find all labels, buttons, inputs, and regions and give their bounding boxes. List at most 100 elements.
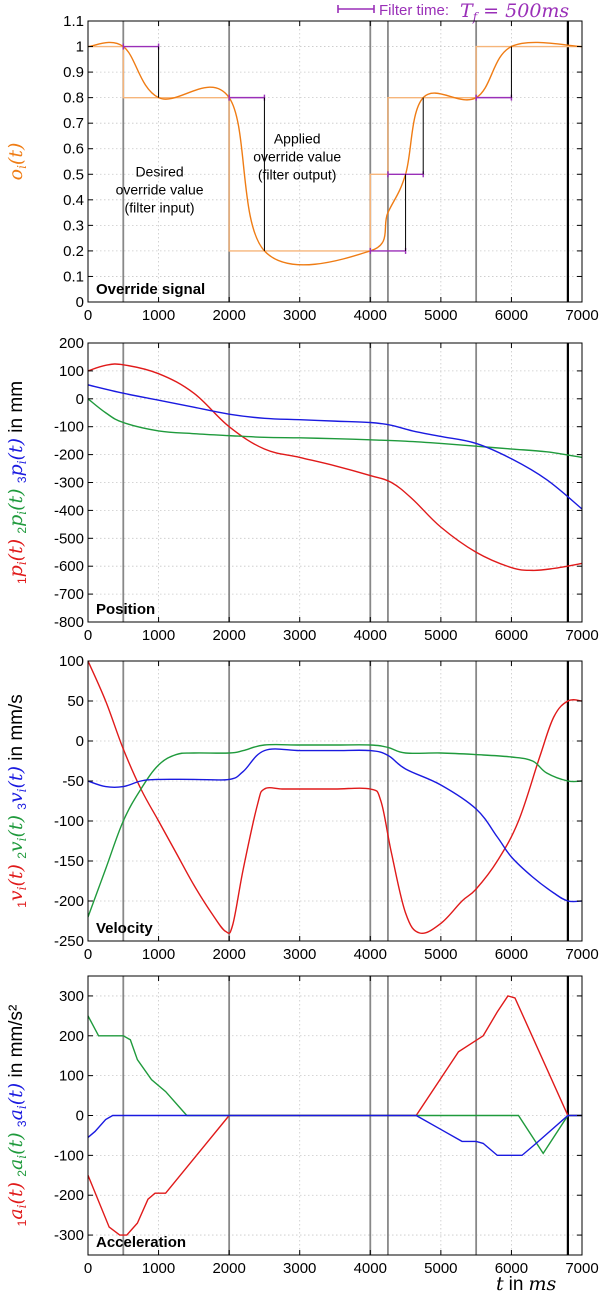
x-tick-label: 5000 [424,307,457,324]
y-label-arg: (t) [5,438,27,460]
y-tick-label: -100 [54,1147,84,1164]
y-label-prefix: 2 [15,852,29,859]
panel-position: 0 1000 2000 3000 4000 5000 6000 7000-800-700-60… [5,335,599,644]
y-tick-label: -200 [54,893,84,910]
y-label-arg: (t) [5,1083,27,1105]
series-line-3 [88,1114,582,1157]
y-label-prefix: 2 [15,527,29,534]
y-tick-label: 0.6 [63,141,84,158]
panel-grid [88,661,582,941]
x-tick-label: 5000 [424,1260,457,1277]
x-tick-label: 4000 [354,307,387,324]
y-tick-label: -250 [54,933,84,950]
y-tick-label: -300 [54,1227,84,1244]
y-tick-label: 0.5 [63,166,84,183]
x-tick-label: 2000 [212,946,245,963]
x-tick-label: 5000 [424,627,457,644]
annotation-text: Applied [274,131,321,147]
x-tick-label: 0 [84,946,92,963]
x-tick-label: 3000 [283,1260,316,1277]
x-tick-label: 3000 [283,946,316,963]
y-label-arg: (t) [5,766,27,788]
x-tick-label: 0 [84,1260,92,1277]
y-label-symbol: p [5,464,27,476]
y-tick-label: -200 [54,447,84,464]
series-line-3 [88,748,582,903]
y-label-sub: i [15,788,29,792]
x-tick-label: 7000 [565,307,598,324]
series-line-1 [88,363,582,572]
x-tick-label: 1000 [142,1260,175,1277]
y-label-arg: (t) [5,488,27,510]
series-group [88,661,582,935]
y-label-symbol: v [5,792,27,803]
y-axis-label: oi(t) [5,143,29,181]
x-tick-label: 7000 [565,627,598,644]
series-group [88,363,582,572]
y-tick-label: 200 [59,1028,84,1045]
chart-panels: Desired override value (filter input) Appli… [5,13,599,1277]
x-tick-label: 0 [84,307,92,324]
series-line-2 [88,743,582,918]
y-tick-label: 200 [59,335,84,352]
y-label-symbol: a [5,1159,27,1170]
x-tick-label: 1000 [142,307,175,324]
series-group [88,995,582,1236]
series-line-2 [88,1015,582,1155]
y-label-prefix: 1 [15,577,29,584]
y-tick-label: -800 [54,614,84,631]
series-line-2 [88,398,582,459]
y-tick-label: 100 [59,653,84,670]
x-tick-label: 2000 [212,307,245,324]
y-tick-label: 1.1 [63,13,84,30]
x-tick-label: 4000 [354,627,387,644]
series-line-1 [88,661,582,935]
y-axis-label: 1vi(t) 2vi(t) 3vi(t) in mm/s [5,694,29,908]
series-line-3 [88,384,582,510]
y-label-symbol: a [5,1208,27,1219]
y-tick-label: 300 [59,988,84,1005]
x-tick-label: 7000 [565,946,598,963]
panel-frame [87,20,583,303]
y-axis-label: 1pi(t) 2pi(t) 3pi(t) in mm [5,381,29,584]
panel-label: Acceleration [96,1234,186,1251]
y-label-prefix: 3 [15,1120,29,1127]
panel-override: Desired override value (filter input) Appli… [5,13,599,324]
filter-legend-symbol: Tf = 500ms [460,0,569,24]
y-tick-label: 0.8 [63,90,84,107]
x-tick-label: 5000 [424,946,457,963]
event-lines [122,343,569,622]
tick-marks [87,20,583,303]
annotation-text: override value [116,182,204,198]
y-label-prefix: 1 [15,901,29,908]
event-lines [122,661,569,941]
x-tick-label: 2000 [212,627,245,644]
tick-marks [87,342,583,623]
y-tick-label: -500 [54,530,84,547]
y-axis-label: 1ai(t) 2ai(t) 3ai(t) in mm/s² [5,1005,29,1227]
y-tick-label: 0.3 [63,217,84,234]
y-label-arg: (t) [5,1182,27,1204]
filter-legend-prefix: Filter time: [379,2,449,19]
panel-label: Override signal [96,281,205,298]
y-tick-label: 0 [76,1108,84,1125]
tick-marks [87,976,583,1255]
y-label-prefix: 2 [15,1170,29,1177]
x-tick-label: 7000 [565,1260,598,1277]
x-tick-label: 6000 [495,946,528,963]
x-tick-label: 2000 [212,1260,245,1277]
y-tick-label: -200 [54,1187,84,1204]
x-tick-label: 6000 [495,307,528,324]
x-tick-label: 4000 [354,946,387,963]
y-label-symbol: v [5,841,27,852]
panel-frame [87,342,583,623]
x-tick-label: 1000 [142,627,175,644]
y-label-symbol: a [5,1109,27,1120]
y-label-sub: i [15,511,29,515]
y-tick-label: 50 [67,693,84,710]
tick-marks [87,660,583,942]
filter-drops [158,46,512,251]
y-label-sub: i [15,1204,29,1208]
x-axis-title: t in ms [496,1273,556,1295]
panel-grid [88,343,582,622]
